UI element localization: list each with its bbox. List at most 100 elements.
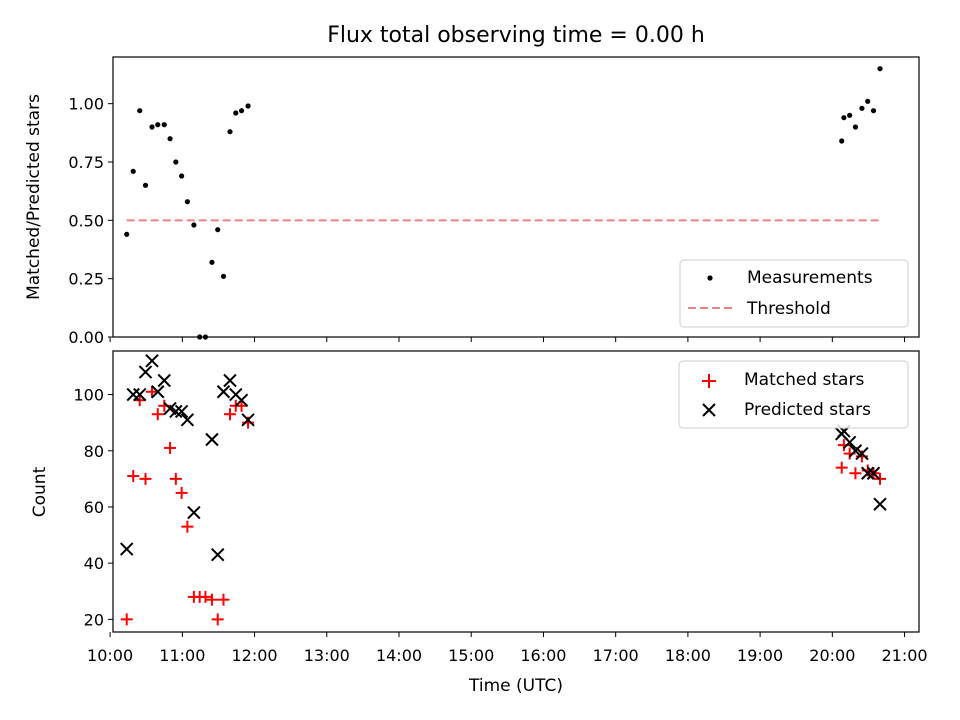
matched-point [146, 385, 158, 398]
matched-point [127, 470, 140, 483]
measurement-point [865, 98, 871, 104]
matched-point [120, 613, 133, 626]
measurement-point [209, 259, 215, 265]
predicted-point [842, 435, 857, 450]
predicted-point [145, 354, 159, 368]
predicted-point [174, 404, 189, 419]
x-tick-label: 12:00 [232, 646, 278, 665]
matched-point [169, 472, 182, 485]
x-tick-label: 11:00 [159, 646, 205, 665]
predicted-point [234, 393, 249, 407]
predicted-point [187, 505, 201, 520]
measurement-point [179, 173, 185, 179]
matched-point [849, 467, 862, 480]
bottom-legend: Matched stars Predicted stars [678, 360, 909, 429]
y-tick-label: 0.00 [68, 328, 104, 347]
predicted-point [169, 404, 183, 419]
matched-point [211, 613, 224, 626]
top-legend-box [679, 259, 909, 328]
legend-matched-marker [702, 374, 716, 388]
measurement-point [142, 182, 149, 188]
matched-point [224, 408, 236, 421]
bottom-marks [120, 354, 887, 626]
legend-threshold-label: Threshold [746, 299, 831, 319]
legend-predicted-label: Predicted stars [744, 400, 871, 420]
predicted-point [133, 387, 147, 402]
matched-point [175, 486, 188, 499]
predicted-point [866, 466, 881, 480]
matched-point [874, 472, 886, 485]
y-tick-label: 0.50 [68, 211, 104, 230]
y-tick-label: 0.75 [68, 153, 104, 172]
x-tick-label: 14:00 [376, 646, 422, 665]
bottom-plot-frame [112, 350, 920, 633]
measurement-point [130, 168, 136, 174]
x-tick-label: 18:00 [665, 646, 711, 665]
measurement-point [184, 199, 190, 205]
predicted-point [861, 466, 875, 480]
matched-point [181, 520, 194, 533]
top-panel: Flux total observing time = 0.00 h 0.000… [24, 23, 920, 347]
x-tick-label: 15:00 [448, 646, 494, 665]
measurement-point [859, 105, 865, 111]
x-tick-label: 10:00 [87, 646, 133, 665]
matched-point [151, 408, 164, 421]
predicted-point [126, 387, 140, 402]
top-y-axis-label: Matched/Predicted stars [24, 94, 44, 300]
matched-point [205, 593, 218, 606]
predicted-point [241, 413, 255, 427]
measurement-point [191, 222, 197, 228]
x-axis-label: Time (UTC) [468, 676, 563, 696]
y-tick-label: 0.25 [68, 270, 104, 289]
predicted-point [211, 548, 225, 562]
matched-point [139, 472, 152, 485]
measurement-point [227, 129, 233, 135]
y-tick-label: 100 [73, 386, 104, 405]
bottom-y-ticks: 20 40 60 80 100 [73, 386, 113, 629]
measurement-point [202, 334, 209, 340]
legend-measurements-marker [707, 275, 713, 281]
matched-point [835, 461, 848, 474]
top-legend: Measurements Threshold [679, 259, 909, 328]
measurement-point [847, 112, 853, 118]
predicted-point [151, 385, 165, 399]
matched-point [199, 590, 212, 603]
measurement-point [197, 334, 203, 340]
predicted-point [873, 497, 887, 511]
legend-measurements-label: Measurements [747, 268, 873, 288]
measurement-point [877, 66, 883, 72]
bottom-panel: 20 40 60 80 100 10:00 11:00 12:00 13:00 14:00 15:… [30, 350, 928, 696]
measurement-point [173, 159, 179, 165]
measurement-point [161, 122, 167, 128]
top-x-ticks [109, 337, 906, 342]
predicted-point [138, 365, 153, 379]
predicted-point [855, 446, 869, 461]
measurement-point [220, 273, 227, 279]
top-plot-frame [112, 56, 920, 338]
bottom-x-ticks: 10:00 11:00 12:00 13:00 14:00 15:00 16:00 17:00… [87, 632, 928, 665]
y-tick-label: 80 [84, 442, 104, 461]
matched-point [164, 441, 177, 454]
measurement-point [870, 108, 877, 114]
top-marks [124, 66, 883, 340]
measurement-point [238, 108, 245, 114]
matched-point [217, 593, 230, 606]
measurement-point [841, 115, 847, 121]
legend-matched-label: Matched stars [744, 370, 864, 390]
predicted-point [180, 413, 195, 427]
matched-point [133, 394, 146, 407]
measurement-point [215, 227, 221, 233]
top-y-ticks: 0.00 0.25 0.50 0.75 1.00 [68, 95, 113, 347]
legend-predicted-marker [702, 403, 716, 417]
x-tick-label: 19:00 [737, 646, 783, 665]
x-tick-label: 16:00 [520, 646, 566, 665]
matched-point [235, 399, 248, 412]
predicted-point [223, 373, 237, 388]
y-tick-label: 1.00 [68, 95, 104, 114]
measurement-point [155, 122, 161, 128]
measurement-point [233, 110, 239, 116]
measurement-point [839, 138, 845, 144]
y-tick-label: 60 [84, 498, 104, 517]
x-tick-label: 13:00 [304, 646, 350, 665]
